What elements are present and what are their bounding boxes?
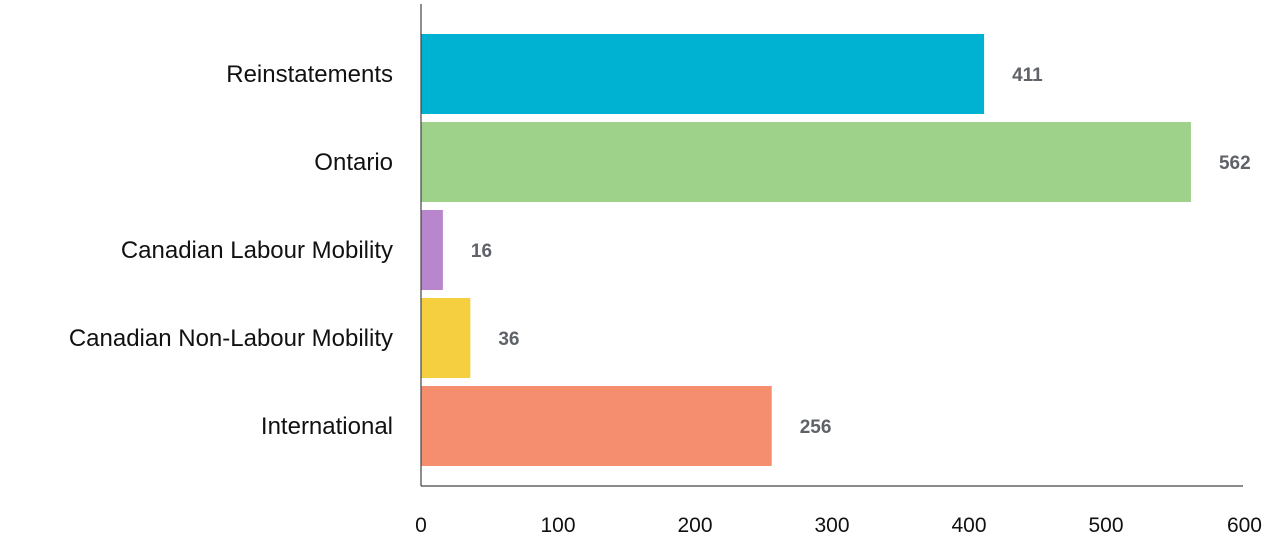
category-label-canadian-labour-mobility: Canadian Labour Mobility	[121, 237, 393, 264]
x-tick-label-200: 200	[677, 514, 712, 537]
value-labels: 411 562 16 36 256	[471, 65, 1251, 438]
value-label-canadian-labour-mobility: 16	[471, 241, 492, 262]
category-label-ontario: Ontario	[314, 149, 393, 176]
bar-reinstatements	[421, 34, 985, 114]
bar-canadian-labour-mobility	[421, 210, 443, 290]
x-axis-ticks: 0 100 200 300 400 500 600	[415, 514, 1262, 537]
category-label-canadian-non-labour-mobility: Canadian Non-Labour Mobility	[69, 325, 393, 352]
x-tick-label-600: 600	[1227, 514, 1262, 537]
bars-group	[421, 34, 1191, 466]
x-tick-label-300: 300	[814, 514, 849, 537]
value-label-reinstatements: 411	[1012, 65, 1043, 86]
value-label-ontario: 562	[1219, 153, 1251, 174]
bar-international	[421, 386, 772, 466]
x-tick-label-100: 100	[540, 514, 575, 537]
category-label-international: International	[261, 413, 393, 440]
x-tick-label-500: 500	[1088, 514, 1123, 537]
value-label-canadian-non-labour-mobility: 36	[498, 329, 519, 350]
category-labels: Reinstatements Ontario Canadian Labour Mob…	[69, 61, 393, 440]
bar-canadian-non-labour-mobility	[421, 298, 471, 378]
bar-ontario	[421, 122, 1191, 202]
value-label-international: 256	[800, 417, 832, 438]
x-tick-label-0: 0	[415, 514, 427, 537]
category-label-reinstatements: Reinstatements	[226, 61, 393, 88]
x-tick-label-400: 400	[951, 514, 986, 537]
